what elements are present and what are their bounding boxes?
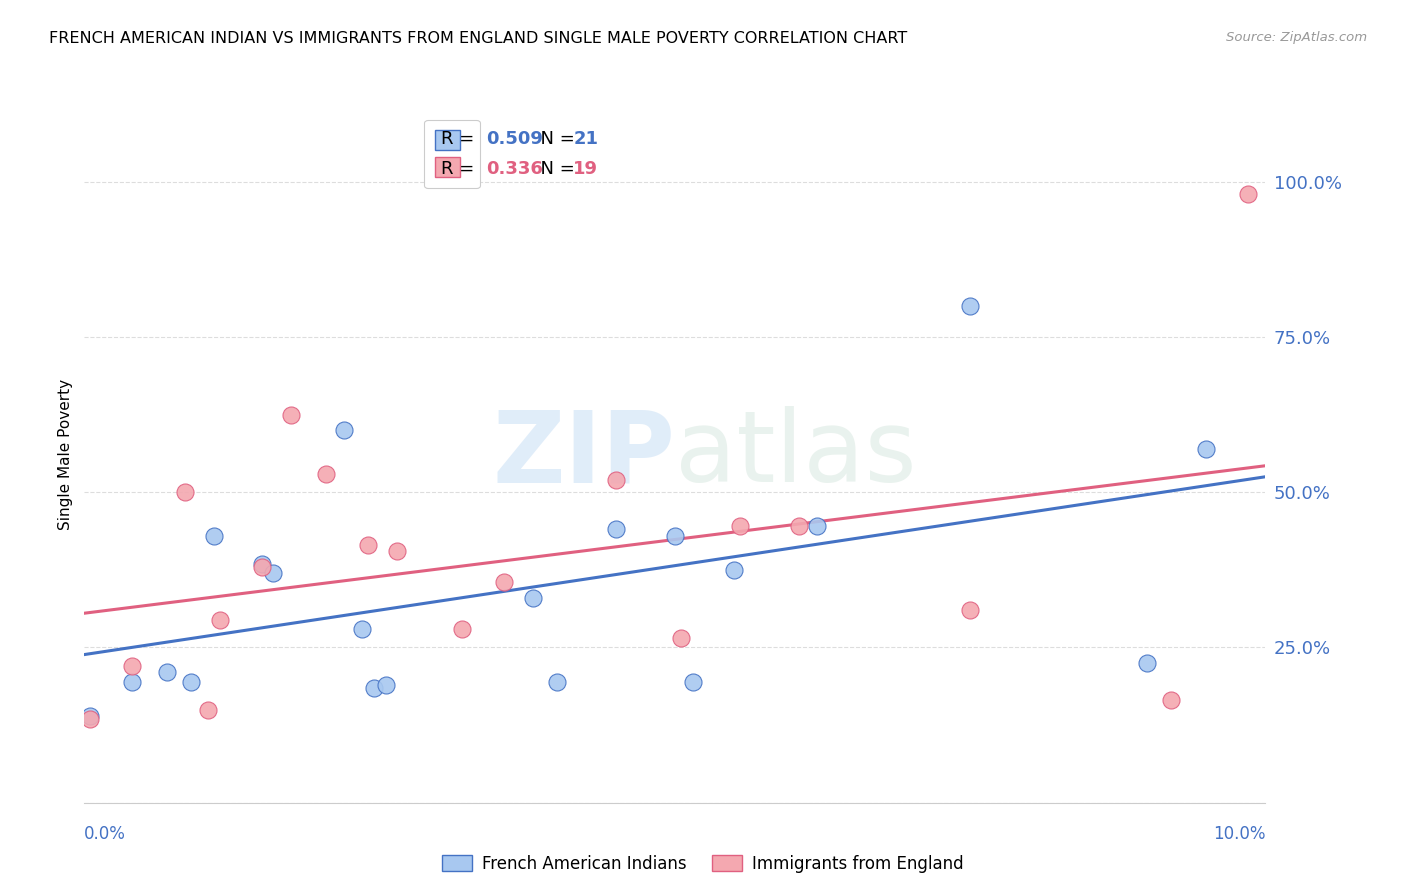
Point	[522, 591, 544, 605]
Point	[350, 622, 373, 636]
Point	[1236, 187, 1258, 202]
Point	[1160, 693, 1182, 707]
Point	[180, 674, 202, 689]
Point	[262, 566, 284, 580]
Point	[250, 559, 273, 574]
Point	[546, 674, 568, 689]
Text: atlas: atlas	[675, 407, 917, 503]
Legend: French American Indians, Immigrants from England: French American Indians, Immigrants from…	[436, 848, 970, 880]
Point	[197, 703, 219, 717]
Point	[1136, 656, 1159, 670]
Point	[121, 674, 143, 689]
Point	[121, 659, 143, 673]
Legend: , : ,	[425, 120, 479, 188]
Point	[387, 544, 409, 558]
Text: 0.0%: 0.0%	[84, 825, 127, 843]
Point	[959, 603, 981, 617]
Text: FRENCH AMERICAN INDIAN VS IMMIGRANTS FROM ENGLAND SINGLE MALE POVERTY CORRELATIO: FRENCH AMERICAN INDIAN VS IMMIGRANTS FRO…	[49, 31, 907, 46]
Point	[79, 708, 101, 723]
Point	[723, 563, 745, 577]
Point	[357, 538, 380, 552]
Point	[374, 678, 396, 692]
Text: 0.509: 0.509	[485, 129, 543, 148]
Text: R =: R =	[441, 160, 479, 178]
Point	[605, 523, 627, 537]
Point	[280, 408, 302, 422]
Point	[959, 299, 981, 313]
Point	[728, 519, 751, 533]
Text: 19: 19	[574, 160, 598, 178]
Point	[664, 529, 686, 543]
Point	[209, 613, 232, 627]
Text: ZIP: ZIP	[492, 407, 675, 503]
Text: 0.336: 0.336	[485, 160, 543, 178]
Point	[156, 665, 179, 680]
Point	[79, 712, 101, 726]
Text: N =: N =	[530, 160, 581, 178]
Text: R =: R =	[441, 129, 479, 148]
Point	[202, 529, 225, 543]
Point	[787, 519, 810, 533]
Point	[333, 423, 356, 437]
Point	[1195, 442, 1218, 456]
Point	[451, 622, 474, 636]
Text: 21: 21	[574, 129, 598, 148]
Text: 10.0%: 10.0%	[1213, 825, 1265, 843]
Point	[173, 485, 195, 500]
Point	[605, 473, 627, 487]
Point	[363, 681, 385, 695]
Y-axis label: Single Male Poverty: Single Male Poverty	[58, 379, 73, 531]
Point	[250, 557, 273, 571]
Text: N =: N =	[530, 129, 581, 148]
Point	[682, 674, 704, 689]
Point	[806, 519, 828, 533]
Point	[669, 631, 692, 645]
Point	[315, 467, 337, 481]
Text: Source: ZipAtlas.com: Source: ZipAtlas.com	[1226, 31, 1367, 45]
Point	[492, 575, 515, 590]
